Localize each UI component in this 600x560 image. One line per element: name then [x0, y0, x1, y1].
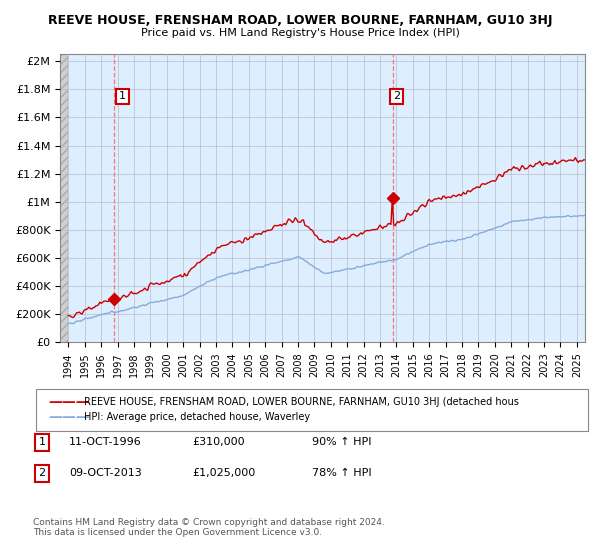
Text: ———: ——— — [48, 394, 89, 409]
Text: Price paid vs. HM Land Registry's House Price Index (HPI): Price paid vs. HM Land Registry's House … — [140, 28, 460, 38]
Text: 1: 1 — [119, 91, 126, 101]
Text: 2: 2 — [393, 91, 400, 101]
Bar — [60, 54, 68, 342]
Text: 09-OCT-2013: 09-OCT-2013 — [69, 468, 142, 478]
Text: 2: 2 — [38, 468, 46, 478]
Text: REEVE HOUSE, FRENSHAM ROAD, LOWER BOURNE, FARNHAM, GU10 3HJ: REEVE HOUSE, FRENSHAM ROAD, LOWER BOURNE… — [48, 14, 552, 27]
Text: 1: 1 — [38, 437, 46, 447]
Text: Contains HM Land Registry data © Crown copyright and database right 2024.
This d: Contains HM Land Registry data © Crown c… — [33, 518, 385, 538]
Text: £1,025,000: £1,025,000 — [192, 468, 255, 478]
Text: HPI: Average price, detached house, Waverley: HPI: Average price, detached house, Wave… — [84, 412, 310, 422]
Text: REEVE HOUSE, FRENSHAM ROAD, LOWER BOURNE, FARNHAM, GU10 3HJ (detached hous: REEVE HOUSE, FRENSHAM ROAD, LOWER BOURNE… — [84, 396, 519, 407]
Text: 11-OCT-1996: 11-OCT-1996 — [69, 437, 142, 447]
Text: 90% ↑ HPI: 90% ↑ HPI — [312, 437, 371, 447]
Text: 78% ↑ HPI: 78% ↑ HPI — [312, 468, 371, 478]
Text: £310,000: £310,000 — [192, 437, 245, 447]
Text: ———: ——— — [48, 410, 89, 424]
